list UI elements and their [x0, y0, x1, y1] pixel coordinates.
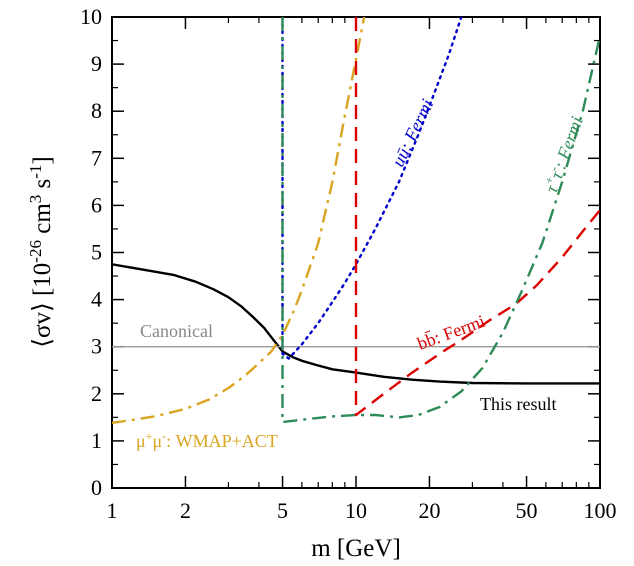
- series-line: [354, 17, 600, 417]
- ticks: [111, 16, 601, 489]
- y-axis-label: ⟨σv⟩ [10-26 cm3 s-1]: [26, 156, 57, 348]
- x-tick-label: 50: [516, 498, 538, 523]
- series-line: [281, 17, 600, 424]
- x-tick-label: 20: [418, 498, 440, 523]
- y-tick-label: 0: [91, 475, 102, 500]
- x-tick-label: 10: [345, 498, 367, 523]
- y-tick-label: 4: [91, 287, 102, 312]
- y-tick-label: 10: [80, 4, 102, 29]
- y-tick-labels: 0 1 2 3 4 5 6 7 8 9 10: [80, 4, 102, 500]
- y-tick-label: 1: [91, 428, 102, 453]
- series-line: [112, 263, 600, 385]
- series-layer: [112, 17, 600, 425]
- y-tick-label: 7: [91, 145, 102, 170]
- x-tick-label: 100: [584, 498, 617, 523]
- y-tick-label: 8: [91, 98, 102, 123]
- series-line: [112, 17, 366, 425]
- x-tick-label: 5: [277, 498, 288, 523]
- x-tick-label: 1: [107, 498, 118, 523]
- x-axis-label: m [GeV]: [311, 535, 401, 562]
- y-tick-label: 2: [91, 381, 102, 406]
- y-tick-label: 5: [91, 240, 102, 265]
- annotation-this-result: This result: [480, 394, 557, 414]
- annotation-uu: uū: Fermi: [388, 96, 438, 170]
- series-line: [281, 17, 463, 360]
- y-tick-label: 6: [91, 192, 102, 217]
- annotation-mumu: μ+μ-: WMAP+ACT: [136, 429, 278, 451]
- y-tick-label: 9: [91, 51, 102, 76]
- y-tick-label: 3: [91, 334, 102, 359]
- x-tick-labels: 1 2 5 10 20 50 100: [107, 498, 617, 523]
- x-tick-label: 2: [180, 498, 191, 523]
- annotation-canonical: Canonical: [140, 321, 213, 341]
